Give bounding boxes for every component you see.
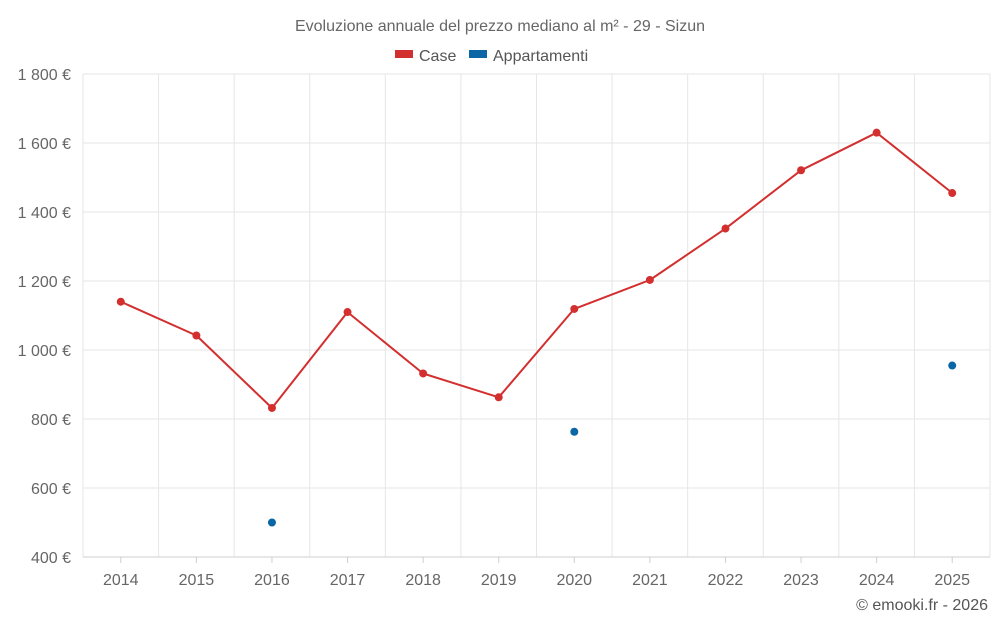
series-line-case [120,131,953,409]
x-tick-label-2019: 2019 [481,572,517,589]
x-tick-label-2014: 2014 [103,572,139,589]
x-axis: 2014 2015 2016 2017 2018 2019 2020 2021 2022 2023… [103,557,970,589]
credit-text: © emooki.fr - 2026 [856,597,988,614]
legend-item-appartamenti[interactable]: Appartamenti [469,48,588,65]
y-tick-label-1000: 1 000 € [18,343,71,360]
legend-swatch-case [395,50,413,58]
y-tick-label-1400: 1 400 € [18,205,71,222]
y-tick-label-400: 400 € [31,550,71,567]
x-tick-label-2021: 2021 [632,572,668,589]
y-tick-label-1200: 1 200 € [18,274,71,291]
legend-label-appartamenti: Appartamenti [493,48,588,65]
x-tick-label-2018: 2018 [405,572,441,589]
series-case [116,128,957,412]
data-point-appartamenti-2025[interactable] [948,361,957,370]
data-point-case-2014[interactable] [116,297,125,306]
data-point-case-2016[interactable] [267,403,276,412]
x-tick-label-2020: 2020 [556,572,592,589]
data-point-case-2017[interactable] [343,308,352,317]
x-tick-label-2016: 2016 [254,572,290,589]
chart-title: Evoluzione annuale del prezzo mediano al… [295,18,705,35]
legend: Case Appartamenti [395,48,588,65]
legend-label-case: Case [419,48,456,65]
x-tick-label-2025: 2025 [934,572,970,589]
grid [82,73,991,558]
data-point-case-2018[interactable] [419,369,428,378]
y-tick-label-1800: 1 800 € [18,67,71,84]
data-point-case-2022[interactable] [721,224,730,233]
legend-item-case[interactable]: Case [395,48,456,65]
y-axis: 400 € 600 € 800 € 1 000 € 1 200 € 1 400 € 1 60… [18,67,71,567]
series-appartamenti [267,361,957,527]
y-tick-label-1600: 1 600 € [18,136,71,153]
data-point-appartamenti-2016[interactable] [267,518,276,527]
data-point-appartamenti-2020[interactable] [570,427,579,436]
y-tick-label-600: 600 € [31,481,71,498]
data-point-case-2025[interactable] [948,189,957,198]
x-tick-label-2024: 2024 [859,572,895,589]
data-point-case-2023[interactable] [797,166,806,175]
y-tick-label-800: 800 € [31,412,71,429]
data-point-case-2020[interactable] [570,304,579,313]
x-tick-label-2022: 2022 [708,572,744,589]
legend-swatch-appartamenti [469,50,487,58]
x-tick-label-2023: 2023 [783,572,819,589]
series [116,128,957,527]
data-point-case-2019[interactable] [494,393,503,402]
x-tick-label-2015: 2015 [179,572,215,589]
data-point-case-2021[interactable] [645,275,654,284]
data-point-case-2015[interactable] [192,331,201,340]
data-point-case-2024[interactable] [872,128,881,137]
x-tick-label-2017: 2017 [330,572,366,589]
